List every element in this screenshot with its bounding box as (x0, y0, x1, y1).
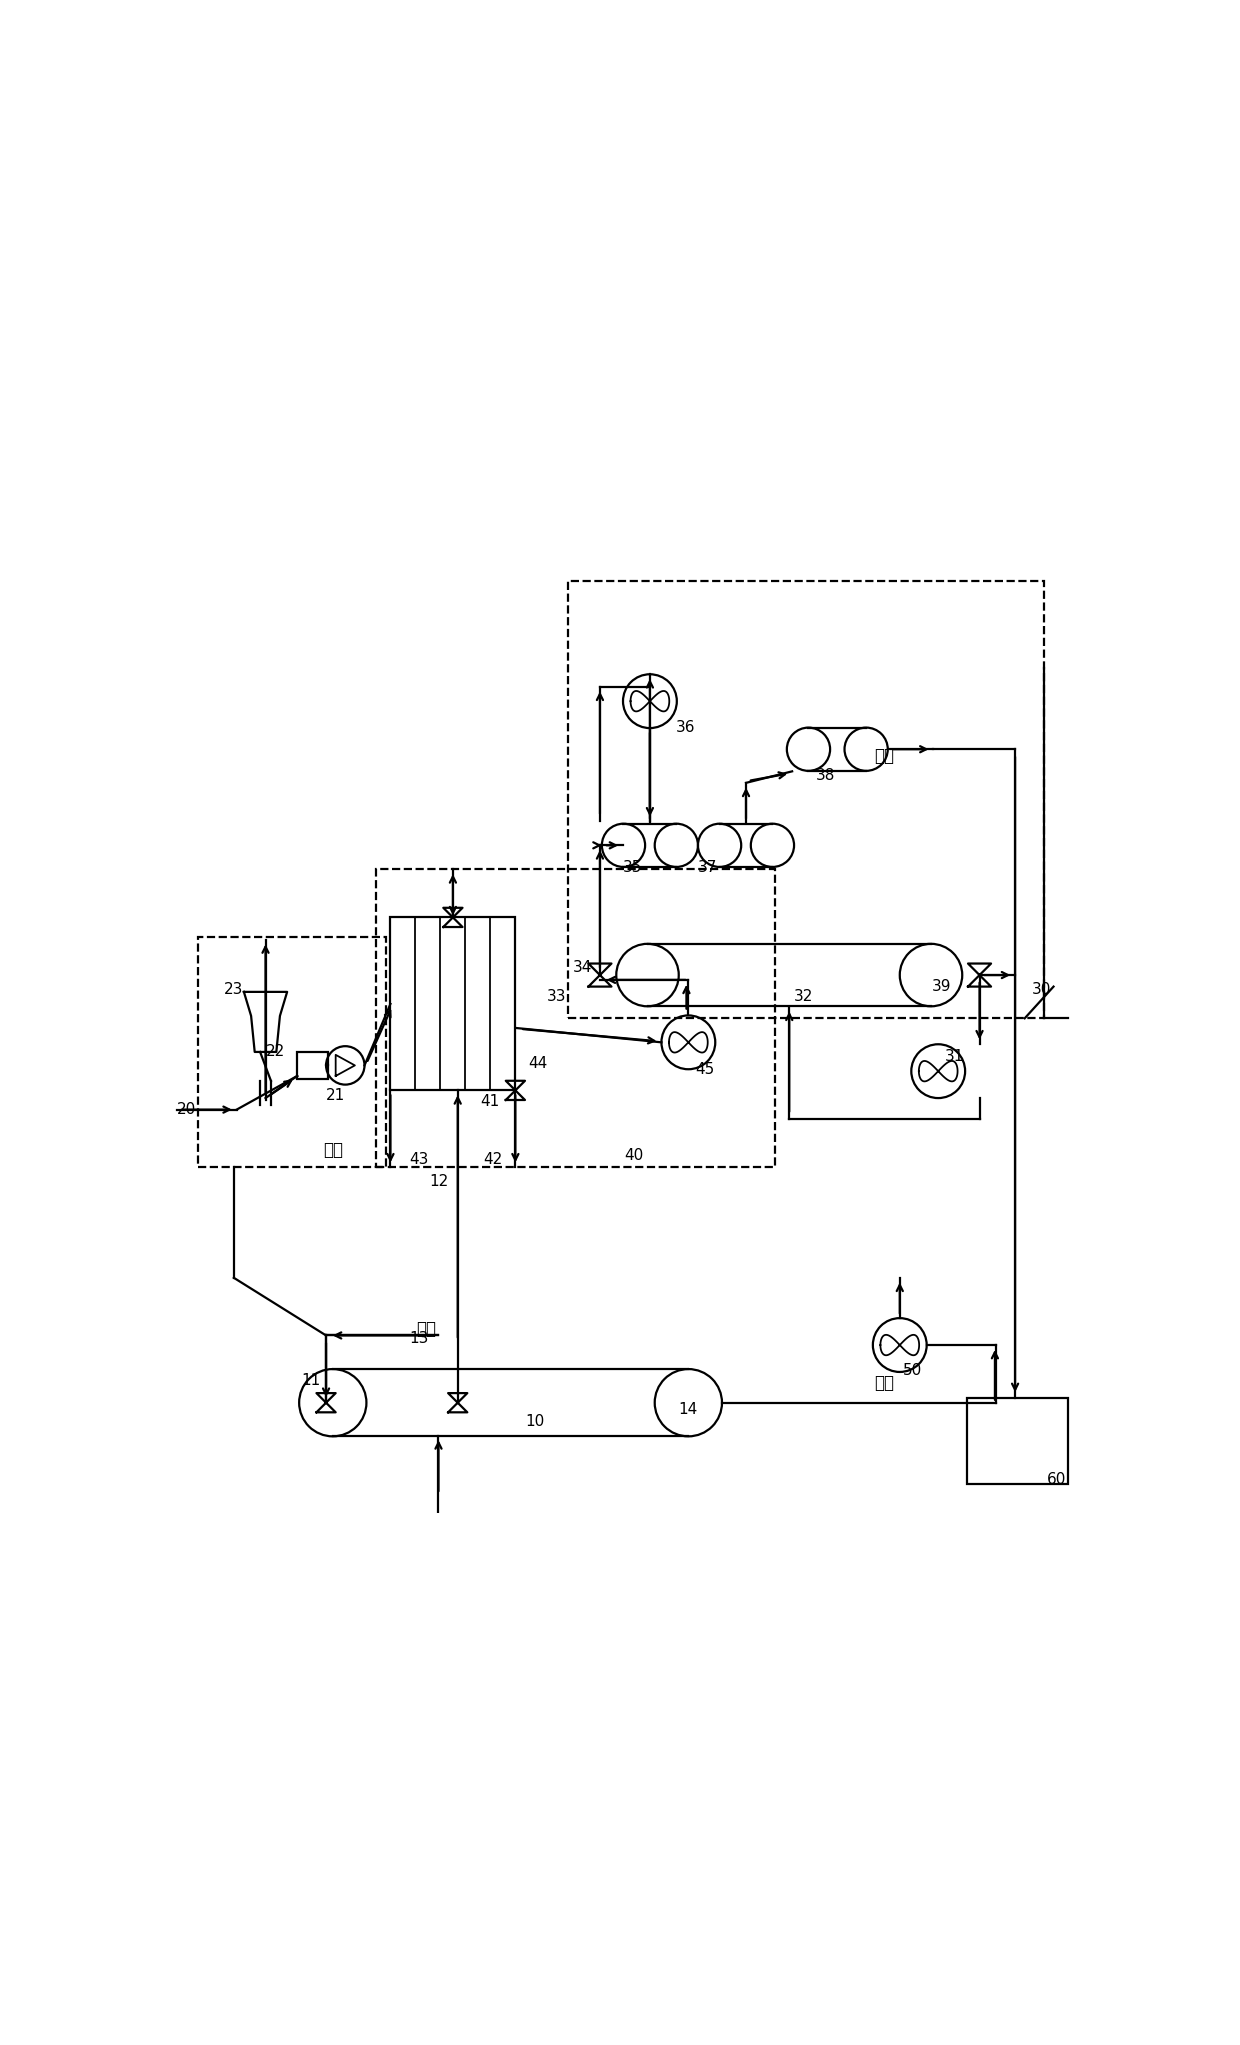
Text: 41: 41 (480, 1094, 498, 1110)
Bar (376, 869, 775, 1168)
Text: 39: 39 (931, 980, 951, 994)
Text: 60: 60 (1047, 1472, 1066, 1487)
Text: 11: 11 (301, 1372, 320, 1389)
Text: 22: 22 (265, 1045, 285, 1059)
Bar (298, 1051, 327, 1080)
Text: 13: 13 (409, 1331, 429, 1346)
Text: 38: 38 (816, 767, 836, 783)
Text: 42: 42 (484, 1151, 503, 1168)
Text: 43: 43 (409, 1151, 429, 1168)
Text: 20: 20 (177, 1102, 196, 1117)
Text: 12: 12 (429, 1174, 448, 1190)
Text: 35: 35 (622, 861, 642, 875)
Bar (391, 918, 516, 1090)
Text: 蚕汽: 蚕汽 (417, 1319, 436, 1337)
Text: 50: 50 (903, 1364, 921, 1378)
Bar (967, 1399, 1068, 1485)
Bar (198, 937, 386, 1168)
Text: 44: 44 (528, 1055, 547, 1072)
Text: 33: 33 (547, 988, 567, 1004)
Bar (568, 581, 1044, 1018)
Text: 45: 45 (696, 1061, 714, 1078)
Text: 14: 14 (678, 1403, 698, 1417)
Text: 32: 32 (794, 988, 813, 1004)
Text: 30: 30 (1032, 982, 1050, 998)
Text: 31: 31 (945, 1049, 965, 1063)
Text: 23: 23 (224, 982, 243, 998)
Text: 原料: 原料 (324, 1141, 343, 1160)
Text: 酸液: 酸液 (874, 1374, 894, 1393)
Text: 34: 34 (573, 959, 593, 975)
Text: 37: 37 (698, 861, 717, 875)
Text: 10: 10 (525, 1415, 544, 1429)
Text: 36: 36 (676, 720, 696, 734)
Text: 21: 21 (326, 1088, 345, 1102)
Text: 40: 40 (624, 1147, 644, 1164)
Text: 粺醒: 粺醒 (874, 746, 894, 765)
